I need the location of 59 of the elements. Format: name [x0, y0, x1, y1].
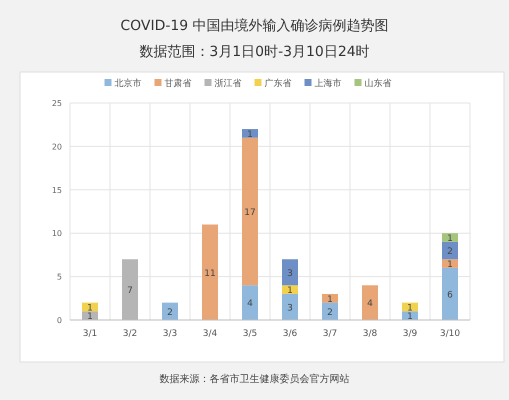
bar: [202, 224, 218, 320]
x-tick-label: 3/10: [440, 329, 460, 339]
legend-label: 广东省: [264, 78, 292, 89]
bar: [402, 302, 418, 312]
x-tick-label: 3/8: [362, 329, 378, 339]
y-tick-label: 0: [56, 316, 62, 325]
bar: [282, 259, 298, 286]
legend-label: 甘肃省: [164, 78, 192, 89]
x-tick-label: 3/3: [162, 329, 178, 339]
x-tick-label: 3/7: [322, 329, 338, 339]
x-tick-label: 3/1: [82, 329, 98, 339]
x-tick-label: 3/6: [282, 329, 298, 339]
data-label: 17: [244, 208, 256, 218]
x-tick-label: 3/2: [122, 329, 138, 339]
bar: [442, 259, 458, 268]
data-label: 4: [367, 299, 374, 310]
bar: [442, 242, 458, 260]
data-label: 2: [447, 247, 453, 258]
chart-title: COVID-19 中国由境外输入确诊病例趋势图: [120, 18, 389, 34]
x-tick-label: 3/5: [242, 329, 258, 339]
bar: [322, 302, 338, 320]
data-label: 1: [447, 234, 453, 244]
data-label: 1: [87, 312, 93, 322]
legend-label: 山东省: [364, 78, 392, 89]
data-label: 1: [327, 294, 333, 305]
y-tick-label: 5: [56, 272, 62, 282]
bar: [282, 294, 298, 320]
y-tick-label: 15: [52, 186, 62, 195]
chart-subtitle: 数据范围：3月1日0时-3月10日24时: [139, 44, 370, 60]
bar: [362, 285, 378, 320]
data-label: 2: [327, 308, 333, 318]
bar: [442, 268, 458, 320]
x-tick-label: 3/9: [402, 329, 418, 339]
bar: [242, 285, 258, 320]
data-label: 3: [287, 268, 293, 279]
data-label: 1: [447, 260, 453, 270]
data-label: 11: [204, 268, 216, 279]
bar: [162, 302, 178, 320]
data-label: 6: [447, 290, 454, 300]
bar: [82, 302, 98, 312]
data-label: 2: [167, 308, 173, 318]
data-label: 1: [407, 312, 413, 322]
data-label: 3: [287, 303, 293, 314]
data-label: 1: [287, 286, 293, 296]
bar: [242, 138, 258, 286]
bar: [442, 233, 458, 242]
data-label: 1: [87, 303, 93, 314]
x-tick-label: 3/4: [202, 329, 218, 339]
legend-label: 上海市: [314, 78, 342, 89]
data-label: 1: [407, 303, 413, 314]
legend-label: 北京市: [114, 78, 142, 89]
data-label: 4: [247, 299, 254, 310]
legend-label: 浙江省: [214, 78, 242, 89]
y-tick-label: 10: [52, 229, 62, 238]
source-note: 数据来源：各省市卫生健康委员会官方网站: [160, 373, 350, 385]
data-label: 1: [247, 130, 253, 140]
y-tick-label: 20: [52, 142, 62, 152]
y-tick-label: 25: [52, 99, 62, 108]
data-label: 7: [127, 286, 133, 296]
